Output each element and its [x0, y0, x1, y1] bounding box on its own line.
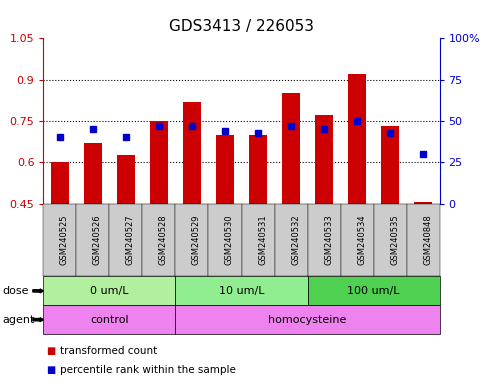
Text: GDS3413 / 226053: GDS3413 / 226053	[169, 19, 314, 34]
Text: GSM240533: GSM240533	[324, 215, 333, 265]
Text: GSM240530: GSM240530	[225, 215, 234, 265]
Text: GSM240525: GSM240525	[60, 215, 69, 265]
Text: agent: agent	[2, 314, 35, 325]
Bar	[183, 102, 201, 204]
Text: ■: ■	[46, 346, 55, 356]
Text: GSM240528: GSM240528	[159, 215, 168, 265]
Text: GSM240527: GSM240527	[126, 215, 135, 265]
Text: GSM240848: GSM240848	[423, 215, 432, 265]
Bar	[414, 202, 432, 204]
Bar	[249, 135, 267, 204]
Text: dose: dose	[2, 286, 29, 296]
Bar	[282, 93, 300, 204]
Text: GSM240532: GSM240532	[291, 215, 300, 265]
Bar	[117, 156, 135, 204]
Bar	[150, 121, 168, 204]
Text: 0 um/L: 0 um/L	[90, 286, 129, 296]
Text: percentile rank within the sample: percentile rank within the sample	[60, 365, 236, 375]
Text: GSM240534: GSM240534	[357, 215, 366, 265]
Bar	[51, 162, 69, 204]
Text: GSM240526: GSM240526	[93, 215, 102, 265]
Bar	[84, 143, 102, 204]
Text: ■: ■	[46, 365, 55, 375]
Text: transformed count: transformed count	[60, 346, 157, 356]
Text: GSM240531: GSM240531	[258, 215, 267, 265]
Bar	[381, 126, 399, 204]
Bar	[315, 116, 333, 204]
Text: control: control	[90, 314, 129, 325]
Text: 10 um/L: 10 um/L	[219, 286, 264, 296]
Bar	[216, 135, 234, 204]
Text: homocysteine: homocysteine	[269, 314, 347, 325]
Text: 100 um/L: 100 um/L	[347, 286, 400, 296]
Text: GSM240529: GSM240529	[192, 215, 201, 265]
Text: GSM240535: GSM240535	[390, 215, 399, 265]
Bar	[348, 74, 366, 204]
